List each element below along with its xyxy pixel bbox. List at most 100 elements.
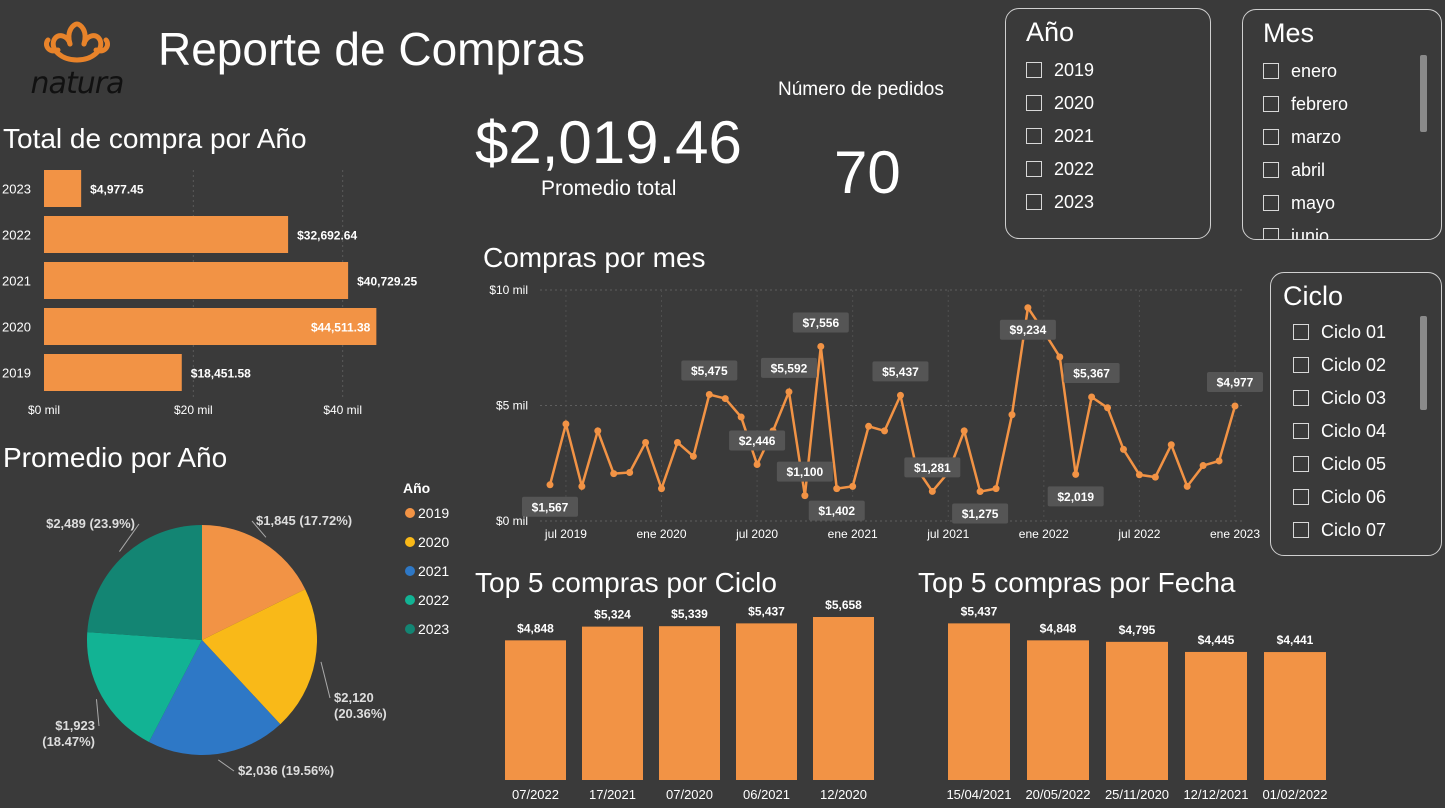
checkbox[interactable] [1026,95,1042,111]
data-label: $5,437 [961,604,998,618]
checkbox[interactable] [1293,423,1309,439]
checkbox[interactable] [1293,522,1309,538]
data-label: $32,692.64 [297,229,357,243]
data-label: $4,977 [1217,376,1254,390]
data-label: $4,795 [1119,623,1156,637]
checkbox[interactable] [1293,489,1309,505]
data-label: $5,324 [594,608,631,622]
data-point [658,485,666,493]
x-tick-label: 07/2022 [512,787,559,802]
natura-flower-icon [43,21,111,63]
data-label: $4,848 [517,621,554,635]
legend-label: 2021 [418,563,449,579]
slicer-anio-item[interactable]: 2022 [1026,156,1094,182]
x-tick-label: 20/05/2022 [1025,787,1090,802]
top5-ciclo-title: Top 5 compras por Ciclo [475,567,777,598]
total-anio-chart: $0 mil $20 mil $40 mil 2023 $4,977.45 2022 $32… [2,170,417,417]
checkbox[interactable] [1026,161,1042,177]
x-tick-label: 12/12/2021 [1183,787,1248,802]
slicer-mes-item[interactable]: febrero [1263,91,1348,117]
checkbox[interactable] [1293,456,1309,472]
data-point [896,391,904,399]
checkbox[interactable] [1026,194,1042,210]
slicer-ciclo-item[interactable]: Ciclo 05 [1293,451,1386,477]
pie-data-label: $2,120 [334,690,374,705]
total-anio-title: Total de compra por Año [3,123,307,154]
x-tick-label: jul 2020 [735,527,778,541]
slicer-anio-item[interactable]: 2021 [1026,123,1094,149]
pie-data-label: (20.36%) [334,706,387,721]
slicer-ciclo-scrollbar[interactable] [1420,316,1427,410]
slicer-ciclo-item[interactable]: Ciclo 07 [1293,517,1386,543]
slicer-ciclo-item[interactable]: Ciclo 04 [1293,418,1386,444]
pie-data-label: $1,845 (17.72%) [256,513,352,528]
checkbox[interactable] [1263,162,1279,178]
data-label: $5,339 [671,607,708,621]
slicer-mes-item[interactable]: enero [1263,58,1337,84]
data-point [673,438,681,446]
slicer-ciclo-item[interactable]: Ciclo 06 [1293,484,1386,510]
checkbox[interactable] [1293,357,1309,373]
checkbox[interactable] [1263,228,1279,239]
x-tick-label: 07/2020 [666,787,713,802]
slicer-anio-item[interactable]: 2019 [1026,57,1094,83]
data-point [737,413,745,421]
bar [44,216,289,253]
leader-line [251,520,267,538]
data-point [1024,304,1032,312]
checkbox[interactable] [1293,324,1309,340]
pie-slice [148,640,281,755]
y-tick-label: $10 mil [489,283,528,297]
leader-line [95,699,100,727]
data-point [689,452,697,460]
data-point [1151,473,1159,481]
data-label-box [776,461,833,482]
slicer-anio-item[interactable]: 2023 [1026,189,1094,215]
data-point [960,427,968,435]
x-tick-label: ene 2022 [1019,527,1069,541]
checkbox[interactable] [1026,62,1042,78]
bar [44,262,349,299]
data-label: $1,275 [962,507,999,521]
data-point [1135,471,1143,479]
logo-wordmark: natura [30,66,125,101]
bar [1185,651,1247,780]
y-tick-label: 2019 [2,366,31,381]
x-tick-label: 17/2021 [589,787,636,802]
slicer-ciclo-item[interactable]: Ciclo 01 [1293,319,1386,345]
data-point [1215,457,1223,465]
legend-marker [405,624,415,634]
pie-slice [87,632,202,743]
x-tick-label: ene 2020 [636,527,686,541]
slicer-anio-item[interactable]: 2020 [1026,90,1094,116]
compras-mes-title: Compras por mes [483,242,706,273]
bar [948,623,1010,780]
slicer-mes-item[interactable]: mayo [1263,190,1335,216]
pie-data-label: $2,489 (23.9%) [46,516,135,531]
data-point [1056,353,1064,361]
checkbox[interactable] [1293,390,1309,406]
checkbox[interactable] [1263,63,1279,79]
data-label-box [952,503,1009,524]
data-point [1199,462,1207,470]
slicer-mes-item[interactable]: junio [1263,223,1329,239]
checkbox[interactable] [1026,128,1042,144]
slicer-ciclo-item[interactable]: Ciclo 03 [1293,385,1386,411]
checkbox[interactable] [1263,129,1279,145]
data-point [928,487,936,495]
checkbox[interactable] [1263,96,1279,112]
legend-marker [405,537,415,547]
data-label: $7,556 [802,316,839,330]
data-label: $5,592 [771,361,808,375]
slicer-ciclo-item[interactable]: Ciclo 02 [1293,352,1386,378]
data-label-box [792,312,849,333]
bar [44,354,182,391]
data-point [881,427,889,435]
data-label: $2,019 [1057,490,1094,504]
slicer-mes-item[interactable]: abril [1263,157,1325,183]
slicer-mes-scrollbar[interactable] [1420,55,1427,132]
top5-ciclo-chart: $4,848 07/2022 $5,324 17/2021 $5,339 07/2020 $… [505,600,874,802]
pie-data-label: $1,923 [55,718,95,733]
checkbox[interactable] [1263,195,1279,211]
slicer-mes-item[interactable]: marzo [1263,124,1341,150]
